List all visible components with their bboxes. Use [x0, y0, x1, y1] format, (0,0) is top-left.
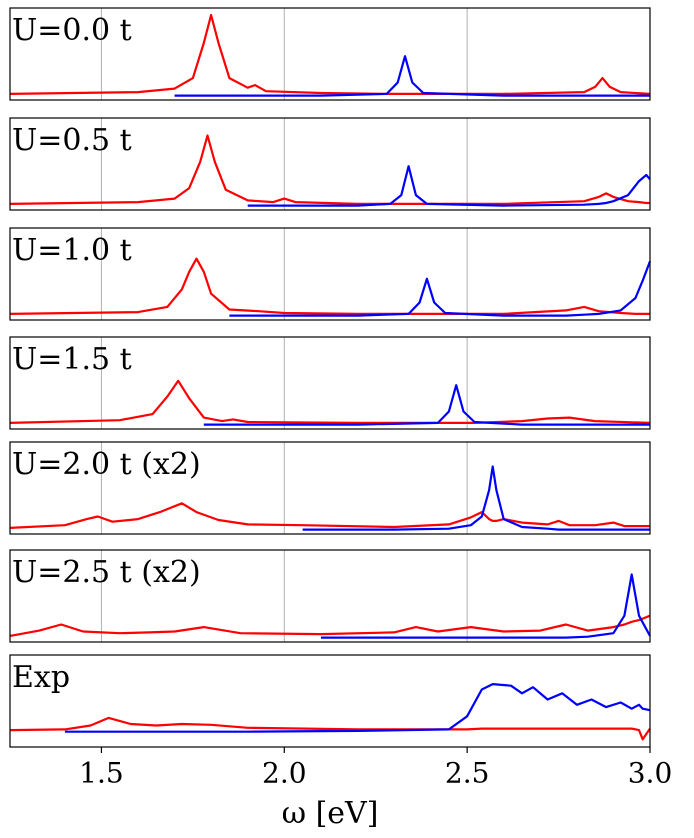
series-line [302, 465, 650, 531]
panel-frame [9, 549, 651, 643]
panel-annotation: U=2.5 t (x2) [12, 555, 201, 590]
series-line [247, 165, 651, 207]
series-line [174, 55, 650, 97]
panel-annotation: U=0.0 t [12, 13, 132, 48]
panel-annotation: U=0.5 t [12, 123, 132, 158]
x-tick-label: 2.0 [262, 757, 307, 790]
series-line [9, 716, 651, 741]
panel-frame [9, 227, 651, 321]
series-line [9, 502, 650, 529]
panel-annotation: U=1.5 t [12, 342, 132, 377]
x-tick-label: 1.5 [79, 757, 124, 790]
panel-annotation: U=2.0 t (x2) [12, 447, 201, 482]
panel-annotation: U=1.0 t [12, 233, 132, 268]
panel-frame [9, 654, 651, 748]
panel-frame [9, 336, 651, 430]
series-line [320, 573, 651, 639]
x-tick-label: 3.0 [628, 757, 673, 790]
series-line [64, 683, 651, 733]
panel-frame [9, 117, 651, 211]
x-axis-label: ω [eV] [282, 796, 379, 831]
panel-frame [9, 7, 651, 101]
series-line [9, 379, 651, 424]
series-line [9, 614, 651, 637]
panel-frame [9, 441, 651, 535]
series-line [229, 260, 652, 317]
panel-annotation: Exp [12, 660, 70, 695]
x-tick-label: 2.5 [445, 757, 490, 790]
series-line [9, 13, 651, 95]
series-line [203, 384, 650, 426]
